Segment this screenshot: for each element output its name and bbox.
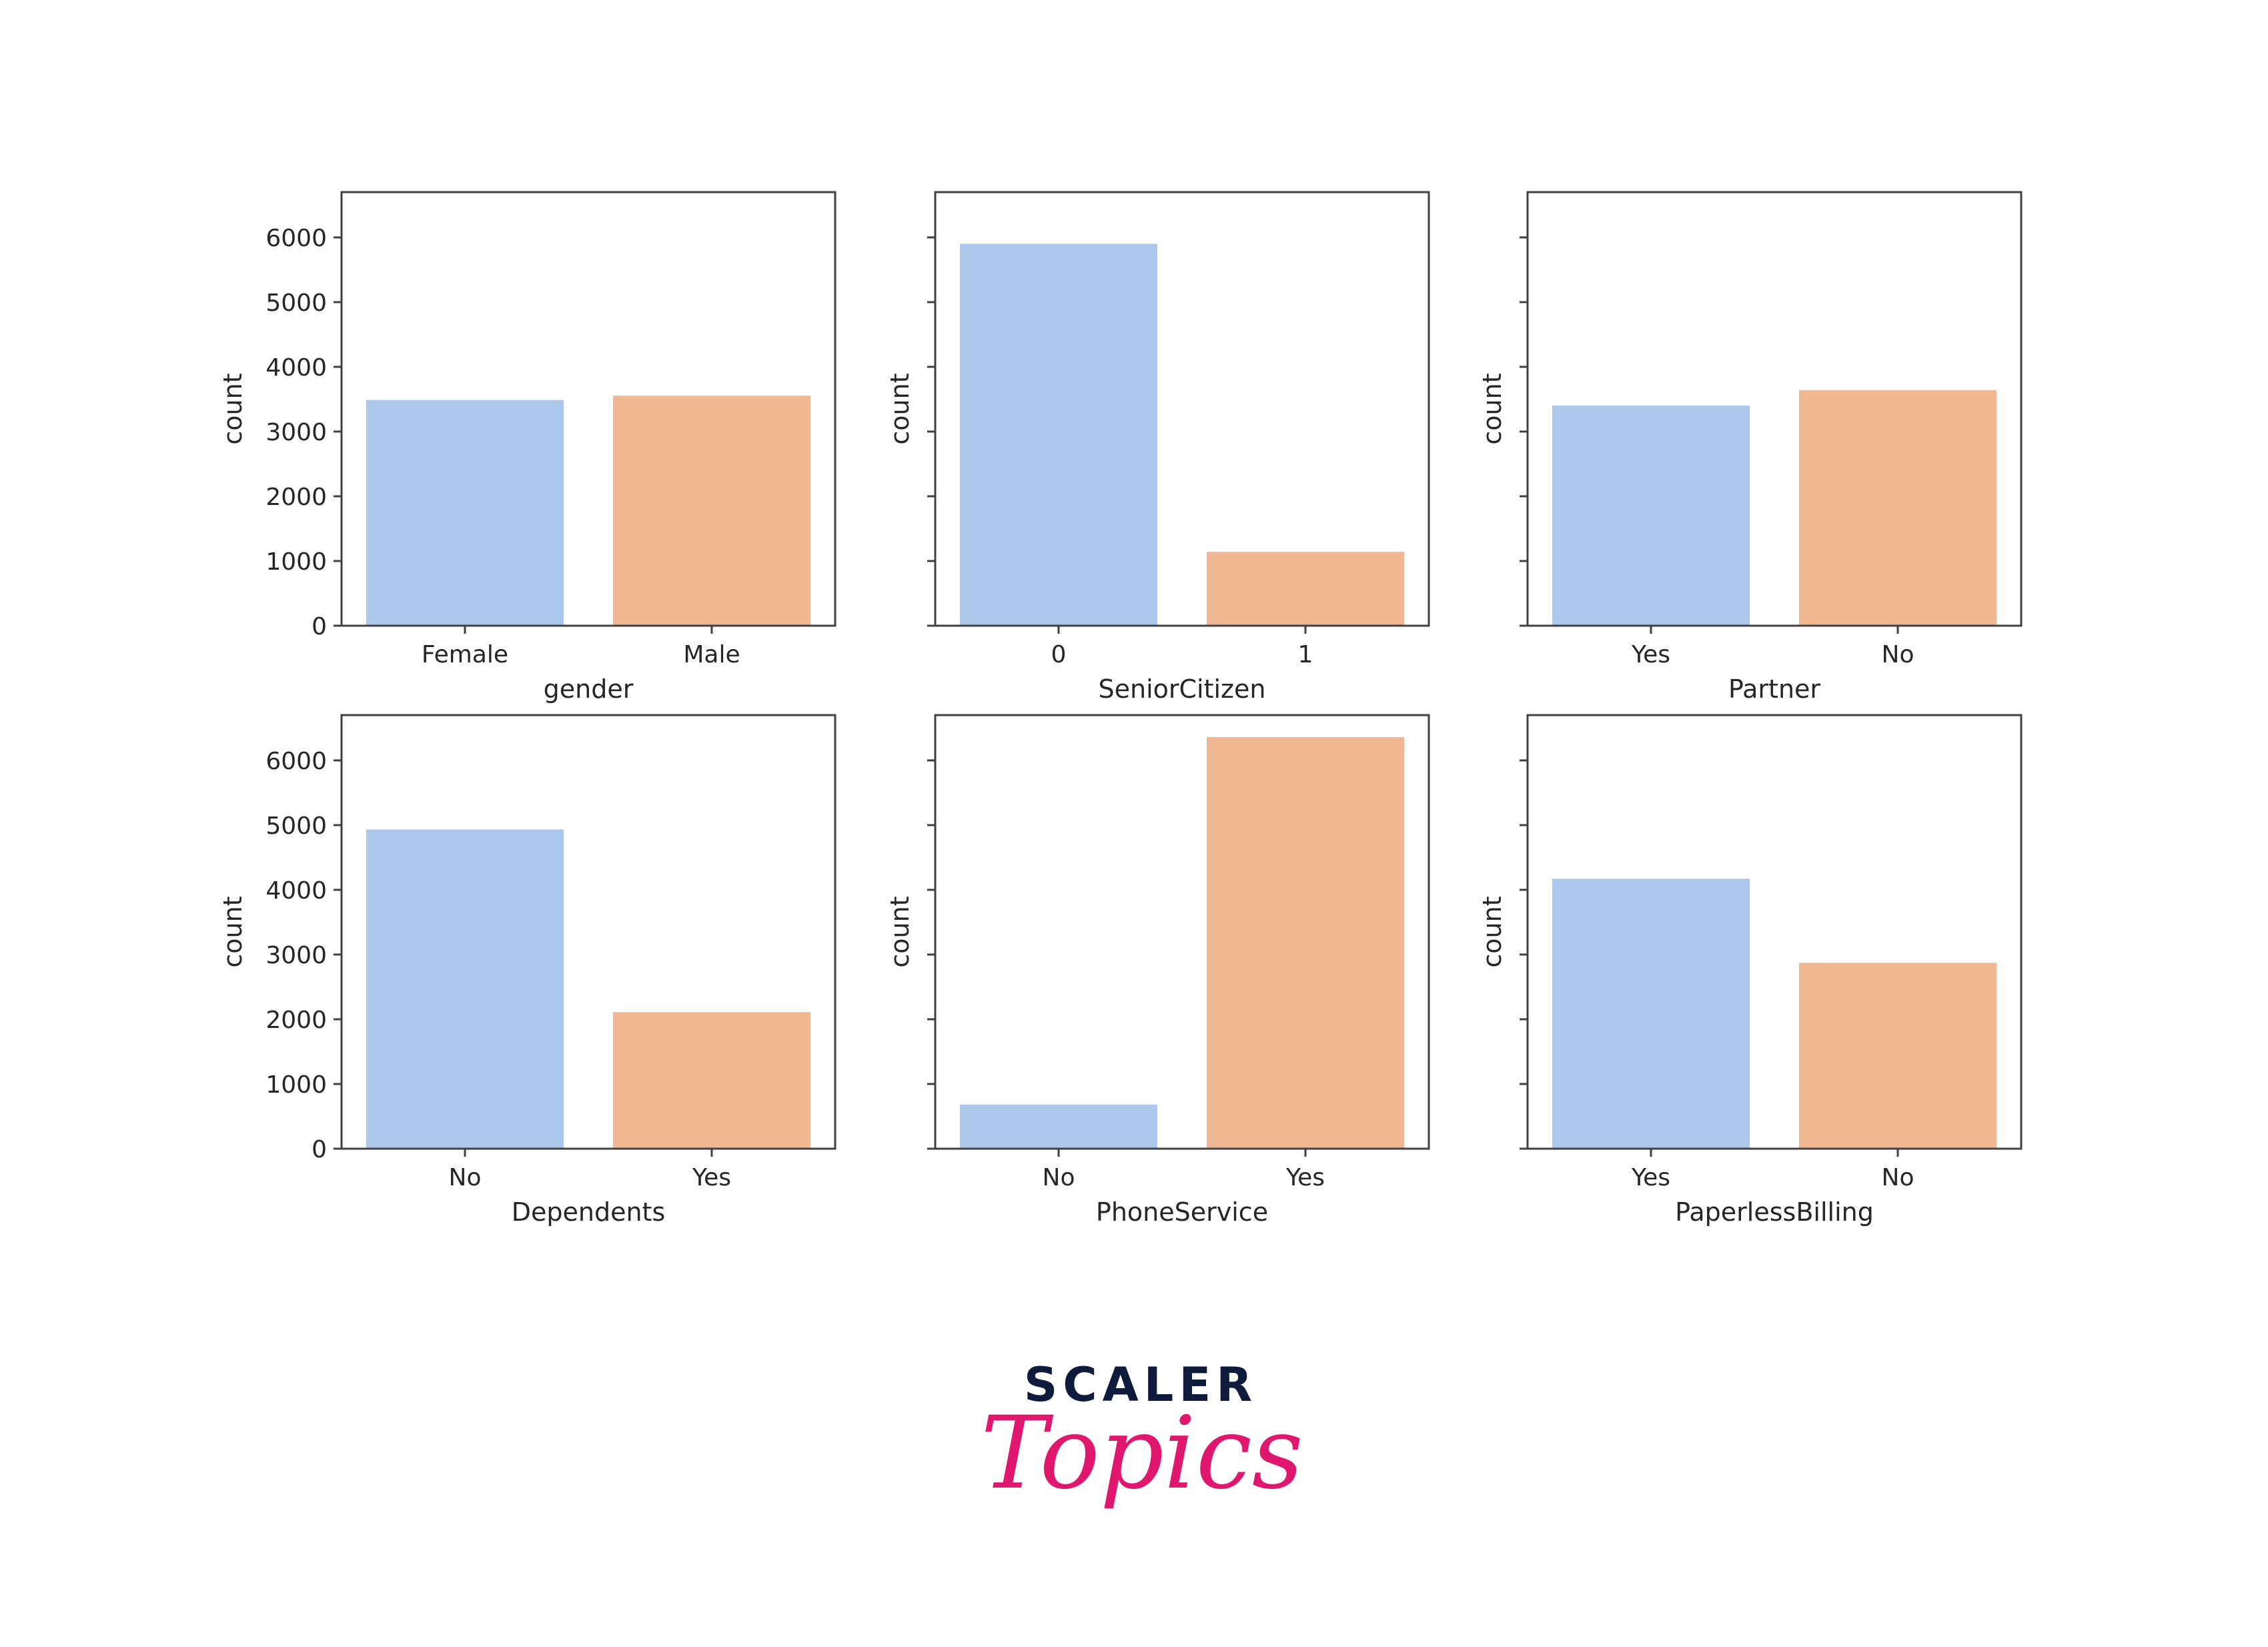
x-axis-label: PhoneService — [1096, 1197, 1268, 1227]
bar-female — [366, 400, 564, 626]
bar-yes — [1552, 879, 1750, 1149]
bar-no — [1799, 963, 1997, 1149]
x-tick-label: 1 — [1298, 641, 1313, 668]
y-axis-label: count — [218, 373, 247, 444]
y-tick-label: 1000 — [265, 548, 327, 576]
subplot-6: Yes No PaperlessBilling count — [1478, 714, 2023, 1227]
x-tick-label: No — [449, 1164, 482, 1191]
chart-grid: 0 1000 2000 3000 4000 5000 6000 Female Male gende… — [218, 191, 2023, 1227]
subplot-3: Yes No Partner count — [1478, 191, 2023, 704]
scaler-topics-logo: SCALER Topics — [981, 1357, 1303, 1512]
y-tick-label: 5000 — [265, 812, 327, 840]
bar-yes — [613, 1012, 810, 1149]
logo-line2: Topics — [981, 1396, 1303, 1512]
plot-frame — [1526, 714, 2023, 1150]
bar-no — [1799, 390, 1997, 626]
x-tick-label: Yes — [1631, 641, 1670, 668]
subplot-5: No Yes PhoneService count — [885, 714, 1430, 1227]
y-tick-label: 0 — [312, 1136, 327, 1163]
bar-male — [613, 396, 810, 626]
plot-frame — [934, 191, 1430, 627]
x-tick-label: No — [1882, 1164, 1914, 1191]
x-tick-label: 0 — [1051, 641, 1067, 668]
plot-frame — [934, 714, 1430, 1150]
subplot-1: 0 1000 2000 3000 4000 5000 6000 Female Male gende… — [218, 191, 836, 704]
plot-frame — [340, 191, 836, 627]
y-axis-label: count — [218, 896, 247, 967]
x-tick-label: Male — [683, 641, 740, 668]
x-tick-label: Yes — [692, 1164, 731, 1191]
y-tick-label: 2000 — [265, 484, 327, 511]
y-tick-label: 1000 — [265, 1071, 327, 1099]
logo-line1: SCALER — [1024, 1357, 1257, 1412]
y-tick-label: 2000 — [265, 1007, 327, 1034]
y-tick-label: 4000 — [265, 877, 327, 905]
subplot-2: 0 1 SeniorCitizen count — [885, 191, 1430, 704]
subplot-4: 0 1000 2000 3000 4000 5000 6000 No Yes Dependents… — [218, 714, 836, 1227]
y-tick-label: 6000 — [265, 748, 327, 775]
x-axis-label: PaperlessBilling — [1675, 1197, 1874, 1227]
x-axis-label: Dependents — [512, 1197, 666, 1227]
bar-no — [366, 829, 564, 1149]
x-tick-label: No — [1882, 641, 1914, 668]
x-axis-label: gender — [544, 674, 634, 704]
y-axis-label: count — [1478, 896, 1507, 967]
y-tick-label: 6000 — [265, 225, 327, 252]
bar-0 — [960, 243, 1157, 626]
y-tick-label: 4000 — [265, 354, 327, 382]
x-tick-label: Yes — [1285, 1164, 1325, 1191]
y-axis-label: count — [1478, 373, 1507, 444]
x-tick-label: No — [1043, 1164, 1075, 1191]
y-tick-label: 3000 — [265, 419, 327, 446]
bar-yes — [1207, 736, 1404, 1149]
bar-1 — [1207, 552, 1404, 626]
y-tick-label: 5000 — [265, 290, 327, 317]
bar-yes — [1552, 405, 1750, 626]
plot-frame — [340, 714, 836, 1150]
y-tick-label: 0 — [312, 613, 327, 640]
x-tick-label: Female — [422, 641, 508, 668]
y-axis-label: count — [885, 373, 915, 444]
y-tick-label: 3000 — [265, 942, 327, 969]
bar-no — [960, 1104, 1157, 1149]
y-axis-label: count — [885, 896, 915, 967]
x-tick-label: Yes — [1631, 1164, 1670, 1191]
plot-frame — [1526, 191, 2023, 627]
x-axis-label: Partner — [1728, 674, 1820, 704]
x-axis-label: SeniorCitizen — [1099, 674, 1266, 704]
